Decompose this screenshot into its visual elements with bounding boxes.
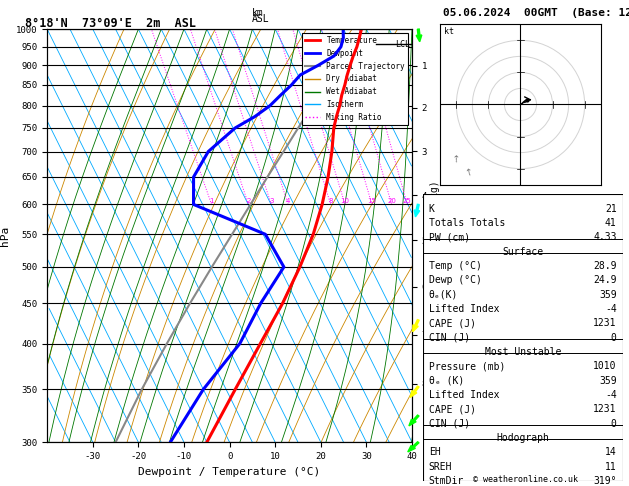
Text: Lifted Index: Lifted Index	[429, 390, 499, 400]
Text: 14: 14	[605, 448, 616, 457]
Text: 1231: 1231	[593, 318, 616, 329]
Text: CIN (J): CIN (J)	[429, 333, 470, 343]
Text: SREH: SREH	[429, 462, 452, 472]
Legend: Temperature, Dewpoint, Parcel Trajectory, Dry Adiabat, Wet Adiabat, Isotherm, Mi: Temperature, Dewpoint, Parcel Trajectory…	[302, 33, 408, 125]
Text: 21: 21	[605, 204, 616, 214]
Text: 4.33: 4.33	[593, 232, 616, 243]
Text: 24.9: 24.9	[593, 276, 616, 285]
Text: LCL: LCL	[395, 40, 409, 49]
Text: 359: 359	[599, 376, 616, 386]
Text: 1231: 1231	[593, 404, 616, 415]
Text: StmDir: StmDir	[429, 476, 464, 486]
Text: 41: 41	[605, 218, 616, 228]
Text: 10: 10	[340, 198, 350, 205]
Text: Lifted Index: Lifted Index	[429, 304, 499, 314]
Text: 05.06.2024  00GMT  (Base: 12): 05.06.2024 00GMT (Base: 12)	[443, 8, 629, 18]
Text: Most Unstable: Most Unstable	[484, 347, 561, 357]
Text: Totals Totals: Totals Totals	[429, 218, 505, 228]
Text: 2: 2	[247, 198, 250, 205]
Text: 20: 20	[387, 198, 396, 205]
Text: ↗: ↗	[463, 165, 476, 177]
Text: θₑ (K): θₑ (K)	[429, 376, 464, 386]
Text: -4: -4	[605, 304, 616, 314]
Text: CAPE (J): CAPE (J)	[429, 404, 476, 415]
Text: kt: kt	[443, 27, 454, 36]
Text: EH: EH	[429, 448, 440, 457]
Text: 15: 15	[367, 198, 376, 205]
Text: Hodograph: Hodograph	[496, 433, 549, 443]
Text: 11: 11	[605, 462, 616, 472]
Text: 8°18'N  73°09'E  2m  ASL: 8°18'N 73°09'E 2m ASL	[25, 17, 196, 30]
Y-axis label: hPa: hPa	[1, 226, 11, 246]
Text: Dewp (°C): Dewp (°C)	[429, 276, 482, 285]
Text: PW (cm): PW (cm)	[429, 232, 470, 243]
Text: Surface: Surface	[502, 247, 543, 257]
Text: km: km	[252, 8, 264, 18]
Text: 25: 25	[403, 198, 411, 205]
Text: 8: 8	[328, 198, 333, 205]
Text: θₑ(K): θₑ(K)	[429, 290, 458, 300]
X-axis label: Dewpoint / Temperature (°C): Dewpoint / Temperature (°C)	[138, 467, 321, 477]
Text: ↗: ↗	[450, 152, 463, 164]
Text: 319°: 319°	[593, 476, 616, 486]
Text: K: K	[429, 204, 435, 214]
Text: 28.9: 28.9	[593, 261, 616, 271]
Text: Pressure (mb): Pressure (mb)	[429, 362, 505, 371]
Text: CAPE (J): CAPE (J)	[429, 318, 476, 329]
Text: Temp (°C): Temp (°C)	[429, 261, 482, 271]
Text: ASL: ASL	[252, 14, 269, 24]
Text: -4: -4	[605, 390, 616, 400]
Text: 3: 3	[269, 198, 274, 205]
Text: 0: 0	[611, 333, 616, 343]
Text: CIN (J): CIN (J)	[429, 419, 470, 429]
FancyBboxPatch shape	[423, 194, 623, 481]
Text: 0: 0	[611, 419, 616, 429]
Y-axis label: Mixing Ratio (g/kg): Mixing Ratio (g/kg)	[430, 180, 440, 292]
Text: 1: 1	[209, 198, 214, 205]
Text: 4: 4	[286, 198, 291, 205]
Text: 1010: 1010	[593, 362, 616, 371]
Text: © weatheronline.co.uk: © weatheronline.co.uk	[473, 474, 577, 484]
Text: 359: 359	[599, 290, 616, 300]
